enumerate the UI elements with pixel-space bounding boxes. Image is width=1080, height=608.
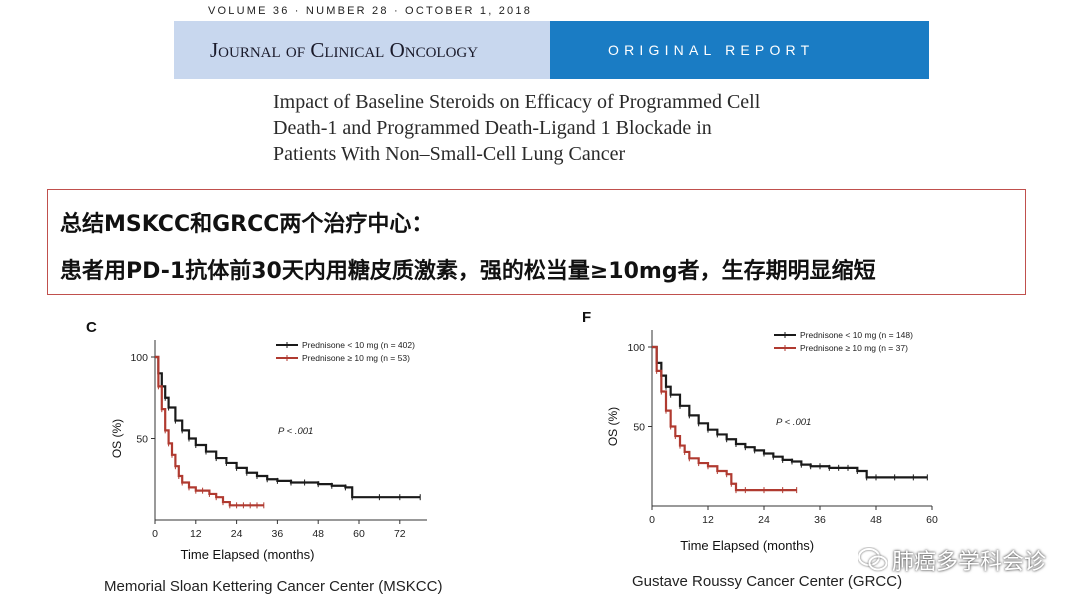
wechat-icon xyxy=(857,547,888,573)
x-tick-label: 60 xyxy=(926,514,938,526)
survival-curve-high-dose xyxy=(155,355,264,507)
x-tick-label: 24 xyxy=(758,514,770,526)
y-axis-label: OS (%) xyxy=(110,419,124,458)
legend-label: Prednisone ≥ 10 mg (n = 37) xyxy=(800,343,908,353)
x-tick-label: 12 xyxy=(190,528,202,540)
report-type-banner: ORIGINAL REPORT xyxy=(550,21,929,79)
watermark-text: 肺癌多学科会诊 xyxy=(891,550,1046,575)
report-type-label: ORIGINAL REPORT xyxy=(608,42,815,58)
panel-label: F xyxy=(582,309,591,326)
legend-label: Prednisone < 10 mg (n = 402) xyxy=(302,340,415,350)
y-axis-label: OS (%) xyxy=(606,407,620,446)
y-tick-label: 100 xyxy=(130,352,148,364)
y-tick-label: 50 xyxy=(633,422,645,434)
x-tick-label: 72 xyxy=(394,528,406,540)
x-tick-label: 36 xyxy=(814,514,826,526)
caption-grcc: Gustave Roussy Cancer Center (GRCC) xyxy=(632,573,903,590)
survival-curve-high-dose xyxy=(652,345,797,492)
summary-box: 总结MSKCC和GRCC两个治疗中心： 患者用PD-1抗体前30天内用糖皮质激素… xyxy=(47,189,1026,295)
journal-banner: Journal of Clinical Oncology xyxy=(174,21,550,79)
x-tick-label: 0 xyxy=(649,514,655,526)
caption-mskcc: Memorial Sloan Kettering Cancer Center (… xyxy=(104,578,443,595)
x-tick-label: 36 xyxy=(272,528,284,540)
x-tick-label: 48 xyxy=(312,528,324,540)
article-title-line-2: Death-1 and Programmed Death-Ligand 1 Bl… xyxy=(273,117,712,139)
journal-issue-meta: VOLUME 36 · NUMBER 28 · OCTOBER 1, 2018 xyxy=(208,5,533,17)
panel-label: C xyxy=(86,319,97,336)
x-tick-label: 48 xyxy=(870,514,882,526)
km-chart-mskcc: C 0 12 24 36 48 60 72 50 100 Time Elapsed (months)… xyxy=(86,319,427,562)
y-tick-label: 50 xyxy=(136,434,148,446)
summary-line-2: 患者用PD-1抗体前30天内用糖皮质激素，强的松当量≥10mg者，生存期明显缩短 xyxy=(60,259,876,284)
watermark: 肺癌多学科会诊 xyxy=(857,544,1046,576)
p-value-annotation: P < .001 xyxy=(776,417,811,428)
x-tick-label: 24 xyxy=(231,528,243,540)
x-tick-label: 0 xyxy=(152,528,158,540)
article-title-line-1: Impact of Baseline Steroids on Efficacy … xyxy=(273,91,761,113)
legend-label: Prednisone < 10 mg (n = 148) xyxy=(800,330,913,340)
x-axis-label: Time Elapsed (months) xyxy=(680,538,814,553)
x-axis-label: Time Elapsed (months) xyxy=(181,547,315,562)
x-tick-label: 60 xyxy=(353,528,365,540)
p-value-annotation: P < .001 xyxy=(278,426,313,437)
summary-line-1: 总结MSKCC和GRCC两个治疗中心： xyxy=(60,212,434,237)
article-title-line-3: Patients With Non–Small-Cell Lung Cancer xyxy=(273,143,626,165)
km-chart-grcc: F 0 12 24 36 48 60 50 100 Time Elapsed (months) OS… xyxy=(582,309,938,553)
journal-name: Journal of Clinical Oncology xyxy=(210,37,479,62)
legend-label: Prednisone ≥ 10 mg (n = 53) xyxy=(302,353,410,363)
x-tick-label: 12 xyxy=(702,514,714,526)
y-tick-label: 100 xyxy=(627,342,645,354)
